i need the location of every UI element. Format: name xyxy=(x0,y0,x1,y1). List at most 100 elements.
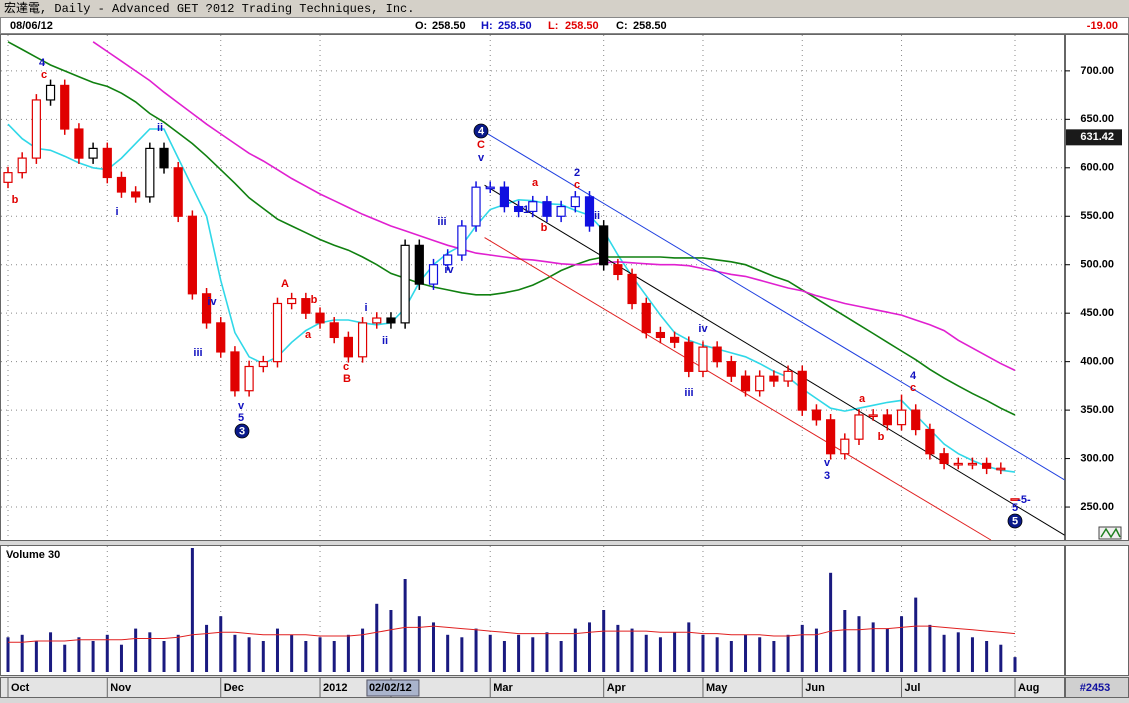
candle-body xyxy=(173,167,183,217)
volume-title: Volume 30 xyxy=(6,549,60,561)
volume-bar xyxy=(290,634,294,672)
candle-body xyxy=(443,254,453,266)
trendline xyxy=(484,237,992,541)
moving-average xyxy=(92,41,1016,372)
candle-body xyxy=(315,312,325,324)
y-tick-label: 650.00 xyxy=(1080,113,1114,125)
volume-bar xyxy=(219,616,223,672)
wave-label: c xyxy=(574,179,580,191)
volume-bar xyxy=(644,634,648,672)
volume-bar xyxy=(999,644,1003,672)
wave-label: b xyxy=(541,222,548,234)
wave-label: ii xyxy=(594,210,600,222)
ohlc-name: C: xyxy=(616,20,628,32)
x-tick-label: 02/02/12 xyxy=(369,682,412,694)
volume-bar xyxy=(361,628,365,672)
volume-bar xyxy=(772,641,776,672)
volume-bar xyxy=(900,616,904,672)
volume-bar xyxy=(77,637,81,672)
candle-body xyxy=(783,370,793,382)
candle-body xyxy=(400,244,410,324)
wave-label: iv xyxy=(698,323,708,335)
volume-bar xyxy=(261,641,265,672)
candle-body xyxy=(698,346,708,372)
candle-body xyxy=(102,147,112,179)
candle-body xyxy=(925,428,935,455)
volume-bar xyxy=(403,579,407,672)
volume-bar xyxy=(559,641,563,672)
volume-bar xyxy=(105,634,109,672)
wave-label: c xyxy=(910,382,916,394)
candle-body xyxy=(826,419,836,455)
candle-body xyxy=(471,186,481,227)
volume-bar xyxy=(91,641,95,672)
volume-bar xyxy=(616,624,620,672)
x-tick-label: Jul xyxy=(905,682,921,694)
ohlc-value: 258.50 xyxy=(432,20,466,32)
candle-body xyxy=(996,467,1006,471)
candle-body xyxy=(868,414,878,418)
volume-bar xyxy=(630,628,634,672)
wave-label: B xyxy=(343,373,351,385)
wave-label: iii xyxy=(193,347,202,359)
volume-bar xyxy=(417,616,421,672)
volume-bar xyxy=(531,637,535,672)
volume-bar xyxy=(914,597,918,672)
wave-circle xyxy=(1007,513,1023,529)
volume-bar xyxy=(956,632,960,672)
x-tick-label: May xyxy=(706,682,728,694)
volume-average xyxy=(8,625,1016,643)
candle-body xyxy=(613,264,623,276)
wave-label: c xyxy=(41,69,47,81)
x-tick-label: Jun xyxy=(805,682,825,694)
wave-label: 3 xyxy=(239,425,245,437)
date-axis xyxy=(0,677,1065,698)
volume-bar xyxy=(573,628,577,672)
candle-body xyxy=(244,365,254,392)
volume-bar xyxy=(602,610,606,672)
volume-bar xyxy=(20,634,24,672)
y-tick-label: 300.00 xyxy=(1080,452,1114,464)
candle-body xyxy=(542,201,552,217)
volume-bar xyxy=(233,634,237,672)
candle-body xyxy=(301,298,311,314)
candle-body xyxy=(258,361,268,368)
header-change: -19.00 xyxy=(1087,20,1118,32)
volume-bar xyxy=(6,637,10,672)
price-axis-panel xyxy=(1065,34,1129,541)
candle-body xyxy=(88,147,98,159)
volume-bar xyxy=(134,628,138,672)
volume-bar xyxy=(148,632,152,672)
candle-body xyxy=(414,244,424,285)
wave-label: a xyxy=(305,329,312,341)
wave-label: a xyxy=(532,177,539,189)
candle-body xyxy=(911,409,921,431)
footer-id: #2453 xyxy=(1080,682,1111,694)
volume-bar xyxy=(814,628,818,672)
volume-bar xyxy=(247,637,251,672)
volume-bar xyxy=(658,637,662,672)
volume-bar xyxy=(701,634,705,672)
header-date: 08/06/12 xyxy=(10,20,53,32)
volume-bar xyxy=(970,637,974,672)
x-tick-label: Apr xyxy=(607,682,627,694)
candle-body xyxy=(357,322,368,358)
candle-body xyxy=(329,322,339,339)
volume-bar xyxy=(517,634,521,672)
x-tick-label: 2012 xyxy=(323,682,347,694)
wave-label: iv xyxy=(444,264,454,276)
wave-label: 2 xyxy=(574,167,580,179)
wave-label: 5 xyxy=(1012,515,1018,527)
volume-bar xyxy=(49,632,53,672)
volume-bar xyxy=(985,641,989,672)
volume-bar xyxy=(786,634,790,672)
candle-body xyxy=(882,414,892,426)
candle-body xyxy=(116,176,127,193)
wave-label: 4 xyxy=(39,57,46,69)
trendline xyxy=(484,184,1065,536)
volume-bar xyxy=(744,634,748,672)
volume-bar xyxy=(545,632,549,672)
candle-body xyxy=(187,215,197,295)
ohlc-value: 258.50 xyxy=(498,20,532,32)
candle-body xyxy=(216,322,226,353)
